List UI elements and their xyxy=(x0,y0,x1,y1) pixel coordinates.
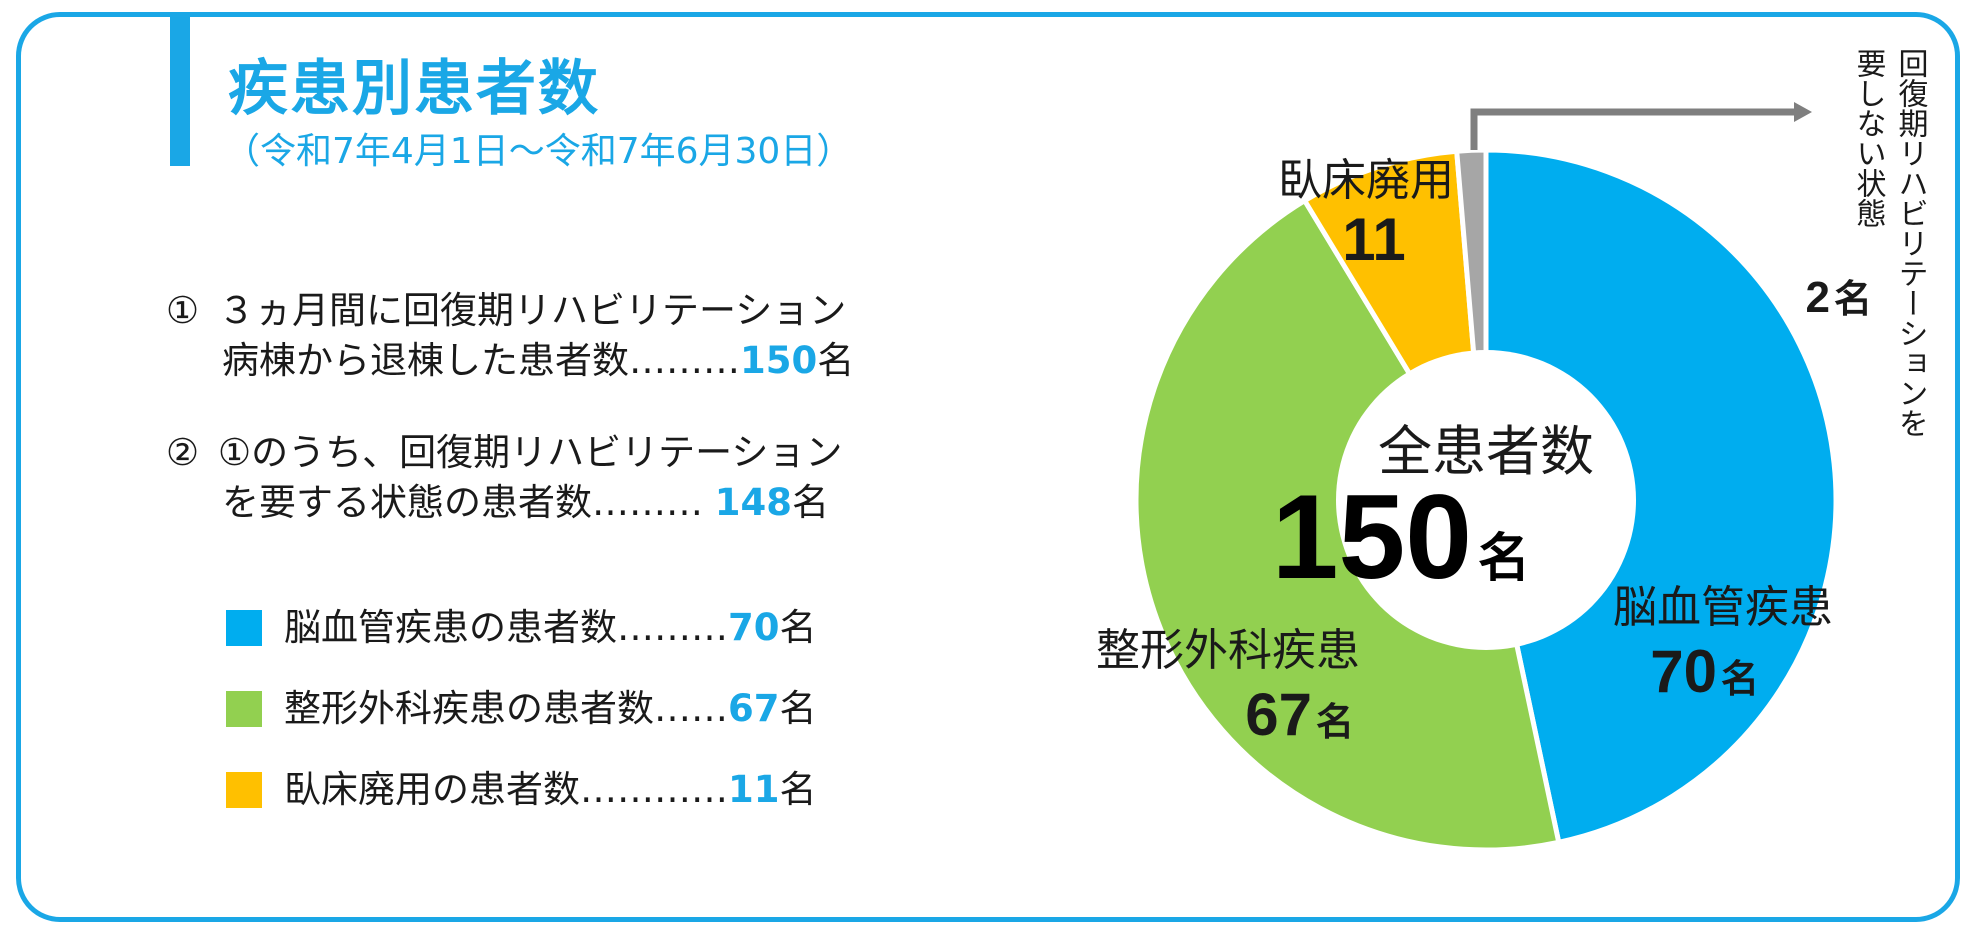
callout-arrow-head xyxy=(1794,102,1812,122)
legend-item-orthopedic: 整形外科疾患の患者数…… 67 名 xyxy=(226,684,817,734)
label-name-disuse: 臥床廃用 xyxy=(1278,155,1454,206)
legend-swatch-cerebrovascular xyxy=(226,610,262,646)
label-value-orthopedic: 67 xyxy=(1245,681,1312,748)
statement-2-line1: ①のうち、回復期リハビリテーション xyxy=(218,431,843,474)
page-title: 疾患別患者数 xyxy=(228,54,600,124)
label-value-disuse: 11 xyxy=(1342,206,1405,273)
statement-1-marker: ① xyxy=(166,289,200,332)
title-accent-bar xyxy=(170,14,190,166)
legend-text-cerebrovascular: 脳血管疾患の患者数……… xyxy=(284,606,728,649)
legend-text-orthopedic: 整形外科疾患の患者数…… xyxy=(284,687,728,730)
label-value-not-required: 2 xyxy=(1806,273,1830,322)
legend-item-disuse: 臥床廃用の患者数………… 11 名 xyxy=(226,765,817,815)
statement-1-line2: 病棟から退棟した患者数……… xyxy=(222,339,740,382)
legend-text-disuse: 臥床廃用の患者数………… xyxy=(284,768,728,811)
legend-value-disuse: 11 xyxy=(728,768,780,811)
label-name-orthopedic: 整形外科疾患 xyxy=(1096,625,1360,676)
statement-1-unit: 名 xyxy=(817,339,855,382)
period-subtitle: （令和7年4月1日～令和7年6月30日） xyxy=(224,131,853,172)
statement-2-unit: 名 xyxy=(792,481,829,524)
statement-2: ② ①のうち、回復期リハビリテーション を要する状態の患者数……… 148名 xyxy=(166,428,842,528)
legend-value-orthopedic: 67 xyxy=(728,687,780,730)
statement-2-value: 148 xyxy=(714,481,792,524)
label-unit-orthopedic: 名 xyxy=(1316,700,1354,744)
statement-2-marker: ② xyxy=(166,431,200,474)
center-title: 全患者数 xyxy=(1378,420,1594,483)
donut-hole xyxy=(1336,350,1636,650)
card-frame xyxy=(16,12,1960,922)
legend-unit-disuse: 名 xyxy=(779,768,817,811)
center-total-unit: 名 xyxy=(1478,529,1530,589)
center-total: 150 xyxy=(1272,470,1472,604)
callout-text-line2: 要しない状態 xyxy=(1851,48,1887,228)
legend-unit-orthopedic: 名 xyxy=(779,687,817,730)
label-unit-not-required: 名 xyxy=(1834,277,1872,321)
statement-1: ① ３ヵ月間に回復期リハビリテーション 病棟から退棟した患者数………150名 xyxy=(166,286,854,386)
callout-arrow-line xyxy=(1470,108,1800,150)
legend-swatch-disuse xyxy=(226,772,262,808)
label-value-cerebrovascular: 70 xyxy=(1650,638,1717,705)
callout-text-line1: 回復期リハビリテーションを xyxy=(1893,48,1929,438)
label-unit-cerebrovascular: 名 xyxy=(1721,657,1759,701)
legend-item-cerebrovascular: 脳血管疾患の患者数……… 70 名 xyxy=(226,603,817,653)
pie-slice-cerebrovascular xyxy=(1483,147,1839,846)
legend-value-cerebrovascular: 70 xyxy=(728,606,780,649)
legend-swatch-orthopedic xyxy=(226,691,262,727)
label-name-cerebrovascular: 脳血管疾患 xyxy=(1613,582,1833,633)
statement-1-value: 150 xyxy=(740,339,818,382)
statement-2-line2: を要する状態の患者数……… xyxy=(222,481,715,524)
statement-1-line1: ３ヵ月間に回復期リハビリテーション xyxy=(218,289,847,332)
legend-unit-cerebrovascular: 名 xyxy=(779,606,817,649)
